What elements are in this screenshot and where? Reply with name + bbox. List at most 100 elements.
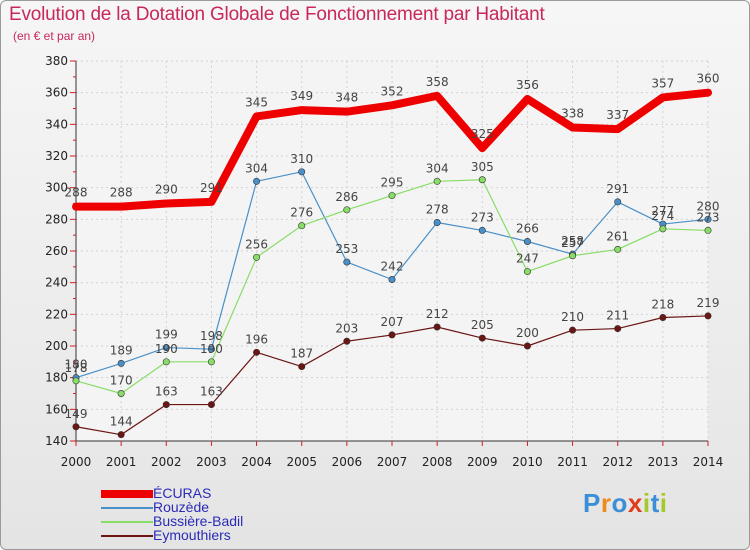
data-label-ecuras-2005: 349	[290, 89, 313, 103]
data-label-rouzede-2000: 180	[65, 358, 88, 372]
data-label-bussiere-badil-2002: 190	[155, 342, 178, 356]
legend-label-bussiere-badil: Bussière-Badil	[153, 513, 244, 529]
data-label-bussiere-badil-2000: 178	[65, 361, 88, 375]
data-point-eymouthiers-2002	[162, 401, 170, 409]
y-axis-ticks: 140 160 180 200 220 240 260 280 300 320 340 360 380	[45, 54, 76, 448]
series-ecuras: 288 288 290 291 345 349 348 352 358 325 356 338 337 3…	[65, 72, 720, 211]
logo-letter: P	[583, 488, 601, 518]
data-point-bussiere-badil-2002	[162, 358, 170, 366]
data-label-bussiere-badil-2008: 304	[426, 161, 449, 175]
data-point-eymouthiers-2012	[614, 325, 622, 333]
x-tick-label-2001: 2001	[106, 455, 137, 469]
data-label-rouzede-2007: 242	[381, 260, 404, 274]
data-point-rouzede-2012	[614, 198, 622, 206]
data-point-eymouthiers-2000	[72, 423, 80, 431]
data-label-rouzede-2009: 273	[471, 210, 494, 224]
data-label-rouzede-2014: 280	[697, 199, 720, 213]
logo-letter: i	[659, 488, 668, 518]
data-label-rouzede-2002: 199	[155, 328, 178, 342]
data-point-eymouthiers-2005	[298, 363, 306, 371]
y-tick-label-300: 300	[45, 181, 68, 195]
series-bussiere-badil: 178 170 190 190 256 276 286 295 304 305 247 257 261 2…	[65, 160, 719, 397]
x-tick-label-2000: 2000	[61, 455, 92, 469]
legend-label-eymouthiers: Eymouthiers	[153, 527, 231, 543]
series-eymouthiers: 149 144 163 163 196 187 203 207 212 205 200 210 211 2…	[65, 296, 719, 439]
data-point-bussiere-badil-2007	[388, 192, 396, 200]
data-label-eymouthiers-2013: 218	[651, 298, 674, 312]
data-label-ecuras-2009: 325	[471, 127, 494, 141]
grid	[75, 60, 709, 442]
data-label-ecuras-2014: 360	[697, 72, 720, 86]
y-tick-label-200: 200	[45, 339, 68, 353]
x-tick-label-2002: 2002	[151, 455, 182, 469]
data-point-bussiere-badil-2004	[253, 253, 261, 261]
y-tick-label-140: 140	[45, 434, 68, 448]
data-label-bussiere-badil-2013: 274	[651, 209, 674, 223]
legend-label-ecuras: ÉCURAS	[153, 485, 212, 501]
data-point-eymouthiers-2006	[343, 337, 351, 345]
data-label-rouzede-2006: 253	[335, 242, 358, 256]
data-point-bussiere-badil-2009	[478, 176, 486, 184]
data-point-bussiere-badil-2013	[659, 225, 667, 233]
data-label-rouzede-2011: 258	[561, 234, 584, 248]
data-label-eymouthiers-2000: 149	[65, 407, 88, 421]
data-label-ecuras-2012: 337	[606, 108, 629, 122]
legend-swatch-rouzede	[101, 507, 153, 509]
data-point-eymouthiers-2013	[659, 313, 667, 321]
data-label-eymouthiers-2011: 210	[561, 310, 584, 324]
data-point-rouzede-2006	[343, 258, 351, 266]
data-label-ecuras-2010: 356	[516, 78, 539, 92]
data-point-rouzede-2003	[207, 345, 215, 353]
x-tick-label-2004: 2004	[241, 455, 272, 469]
y-tick-label-160: 160	[45, 402, 68, 416]
data-label-ecuras-2004: 345	[245, 95, 268, 109]
y-tick-label-380: 380	[45, 54, 68, 68]
y-tick-label-240: 240	[45, 276, 68, 290]
logo-letter: x	[627, 488, 643, 518]
data-point-eymouthiers-2009	[478, 334, 486, 342]
legend-swatch-bussiere-badil	[101, 521, 153, 523]
x-tick-label-2006: 2006	[332, 455, 363, 469]
data-label-ecuras-2007: 352	[381, 84, 404, 98]
data-point-rouzede-2004	[253, 177, 261, 185]
data-label-bussiere-badil-2011: 257	[561, 236, 584, 250]
data-label-rouzede-2003: 198	[200, 329, 223, 343]
data-label-ecuras-2000: 288	[65, 186, 88, 200]
legend-label-rouzede: Rouzède	[153, 499, 210, 515]
logo-letter: i	[642, 488, 651, 518]
y-tick-label-260: 260	[45, 244, 68, 258]
data-point-bussiere-badil-2011	[569, 252, 577, 260]
data-point-eymouthiers-2003	[207, 401, 215, 409]
data-label-rouzede-2004: 304	[245, 161, 268, 175]
y-tick-label-320: 320	[45, 149, 68, 163]
logo-letter: o	[611, 488, 628, 518]
data-point-bussiere-badil-2006	[343, 206, 351, 214]
data-label-bussiere-badil-2012: 261	[606, 229, 629, 243]
data-point-bussiere-badil-2012	[614, 245, 622, 253]
y-tick-label-340: 340	[45, 117, 68, 131]
y-tick-label-180: 180	[45, 371, 68, 385]
x-tick-label-2008: 2008	[422, 455, 453, 469]
data-point-rouzede-2005	[298, 168, 306, 176]
data-point-eymouthiers-2011	[569, 326, 577, 334]
data-label-eymouthiers-2005: 187	[290, 347, 313, 361]
data-point-rouzede-2001	[117, 359, 125, 367]
chart-title: Evolution de la Dotation Globale de Fonc…	[9, 4, 545, 25]
logo-letter: t	[650, 488, 660, 518]
data-label-ecuras-2006: 348	[335, 91, 358, 105]
data-label-ecuras-2011: 338	[561, 107, 584, 121]
data-label-ecuras-2002: 290	[155, 183, 178, 197]
data-point-bussiere-badil-2005	[298, 222, 306, 230]
data-point-bussiere-badil-2010	[523, 268, 531, 276]
data-point-rouzede-2010	[523, 238, 531, 246]
data-label-eymouthiers-2007: 207	[381, 315, 404, 329]
data-point-rouzede-2008	[433, 219, 441, 227]
data-label-rouzede-2013: 277	[651, 204, 674, 218]
x-tick-label-2007: 2007	[377, 455, 408, 469]
data-label-bussiere-badil-2006: 286	[335, 190, 358, 204]
data-label-bussiere-badil-2005: 276	[290, 206, 313, 220]
data-point-bussiere-badil-2008	[433, 177, 441, 185]
x-tick-label-2013: 2013	[648, 455, 679, 469]
data-label-bussiere-badil-2007: 295	[381, 176, 404, 190]
